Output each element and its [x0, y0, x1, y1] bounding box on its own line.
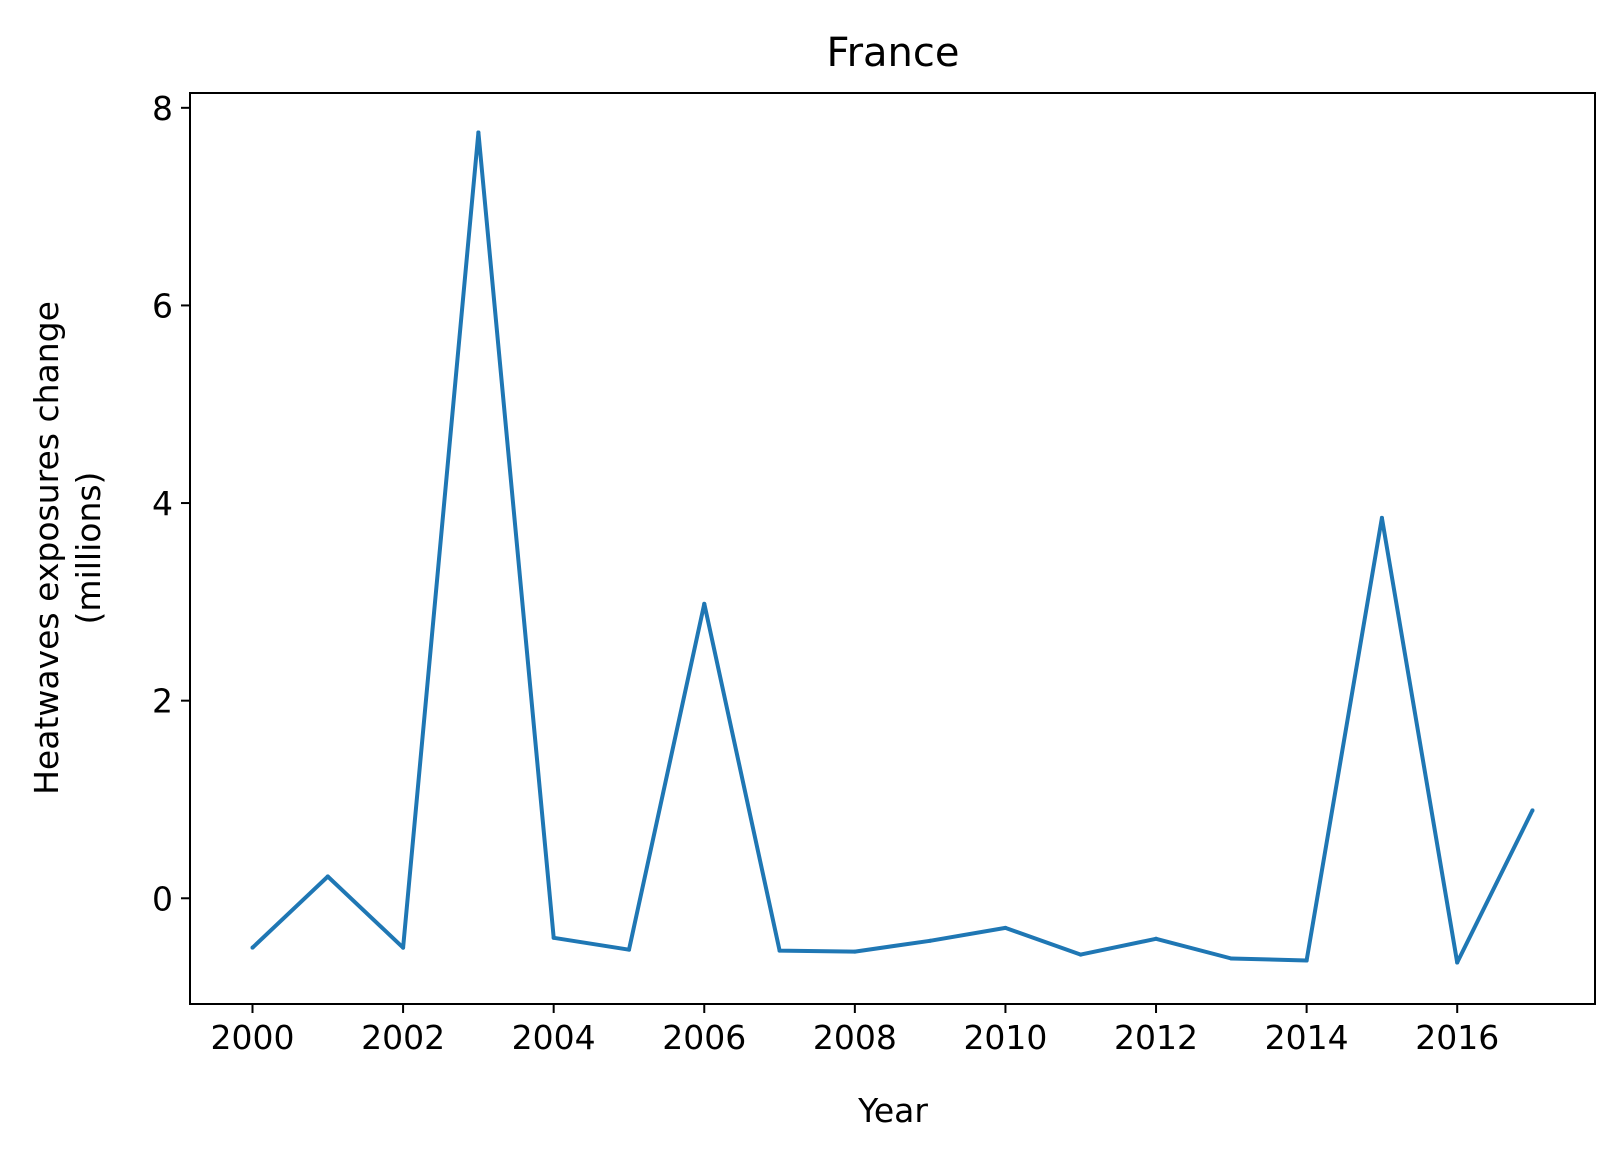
- x-tick-label: 2014: [1265, 1018, 1349, 1057]
- x-tick-label: 2006: [662, 1018, 746, 1057]
- data-point: [250, 945, 255, 950]
- data-point: [325, 874, 330, 879]
- series-layer: [250, 130, 1535, 965]
- data-point: [852, 949, 857, 954]
- x-tick-label: 2010: [963, 1018, 1047, 1057]
- y-tick-label: 8: [152, 89, 173, 128]
- series-line: [251, 130, 1535, 965]
- x-axis-title: Year: [857, 1091, 928, 1130]
- data-point: [1530, 808, 1535, 813]
- x-tick-label: 2008: [813, 1018, 897, 1057]
- data-point: [551, 935, 556, 940]
- y-tick-label: 4: [152, 484, 173, 523]
- data-point: [702, 601, 707, 606]
- y-axis-title-line2: (millions): [69, 472, 108, 625]
- data-point: [476, 130, 481, 135]
- y-axis-ticks: 0 2 4 6 8: [152, 89, 190, 918]
- x-tick-label: 2004: [512, 1018, 596, 1057]
- data-point: [1455, 960, 1460, 965]
- y-tick-label: 6: [152, 286, 173, 325]
- data-point: [928, 938, 933, 943]
- data-point: [777, 948, 782, 953]
- data-point: [1229, 956, 1234, 961]
- data-point: [1003, 925, 1008, 930]
- data-point: [1379, 515, 1384, 520]
- y-tick-label: 2: [152, 682, 173, 721]
- data-point: [1078, 952, 1083, 957]
- x-axis-ticks: 2000 2002 2004 2006 2008 2010 2012 2014 2016: [211, 1004, 1499, 1057]
- y-axis-title-line1: Heatwaves exposures change: [27, 301, 66, 795]
- data-point: [1154, 936, 1159, 941]
- x-tick-label: 2000: [211, 1018, 295, 1057]
- data-point: [1304, 958, 1309, 963]
- y-tick-label: 0: [152, 879, 173, 918]
- data-point: [626, 947, 631, 952]
- data-point: [401, 945, 406, 950]
- x-tick-label: 2012: [1114, 1018, 1198, 1057]
- x-tick-label: 2016: [1415, 1018, 1499, 1057]
- chart-title: France: [826, 30, 959, 76]
- x-tick-label: 2002: [361, 1018, 445, 1057]
- plot-frame: [189, 92, 1596, 1005]
